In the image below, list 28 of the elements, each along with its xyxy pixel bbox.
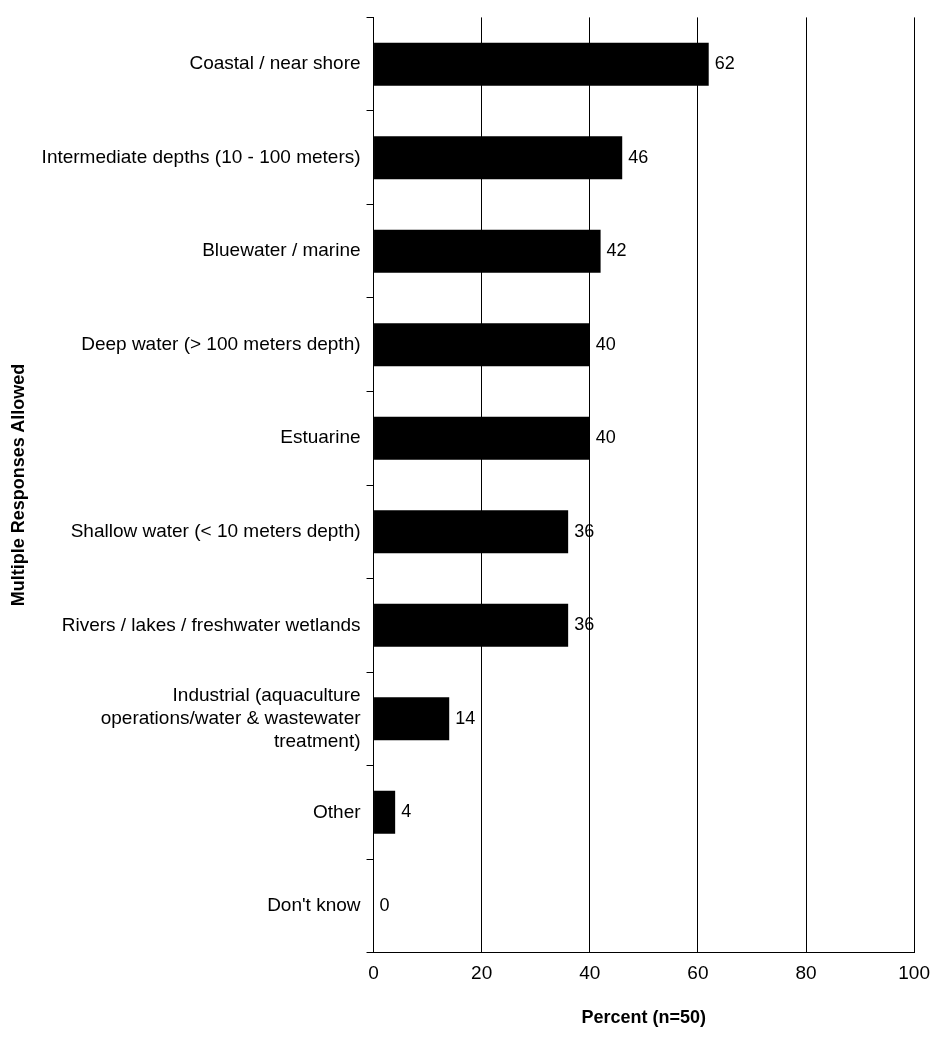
y-axis-title: Multiple Responses Allowed [7, 363, 28, 607]
x-axis-title: Percent (n=50) [581, 1007, 707, 1028]
y-tick-label: Bluewater / marine [202, 239, 361, 261]
y-tick-label: Coastal / near shore [189, 52, 361, 74]
y-tick-label: Other [313, 800, 362, 822]
x-tick-label: 20 [471, 962, 493, 984]
data-label: 42 [606, 240, 627, 261]
data-label: 62 [714, 53, 735, 74]
data-label: 40 [595, 427, 616, 448]
x-tick-label: 40 [579, 962, 601, 984]
data-label: 40 [595, 333, 616, 354]
x-tick-label: 60 [687, 962, 709, 984]
y-tick-label: Industrial (aquaculture operations/water & wastewater treatment) [100, 684, 362, 751]
y-tick-label: Deep water (> 100 meters depth) [81, 332, 361, 354]
data-label: 4 [401, 801, 412, 822]
data-label: 46 [628, 146, 649, 167]
data-label: 0 [379, 894, 390, 915]
y-tick-label: Shallow water (< 10 meters depth) [70, 519, 361, 541]
y-tick-label: Don't know [267, 894, 361, 916]
x-tick-label: 80 [795, 962, 817, 984]
bar [374, 697, 450, 741]
x-tick-label: 100 [898, 962, 930, 984]
y-tick-label: Rivers / lakes / freshwater wetlands [61, 613, 361, 635]
x-tick-label: 0 [368, 962, 379, 984]
bar [374, 790, 396, 834]
data-label: 14 [455, 707, 476, 728]
y-tick-label: Estuarine [280, 426, 361, 448]
y-tick-label: Intermediate depths (10 - 100 meters) [41, 145, 361, 167]
